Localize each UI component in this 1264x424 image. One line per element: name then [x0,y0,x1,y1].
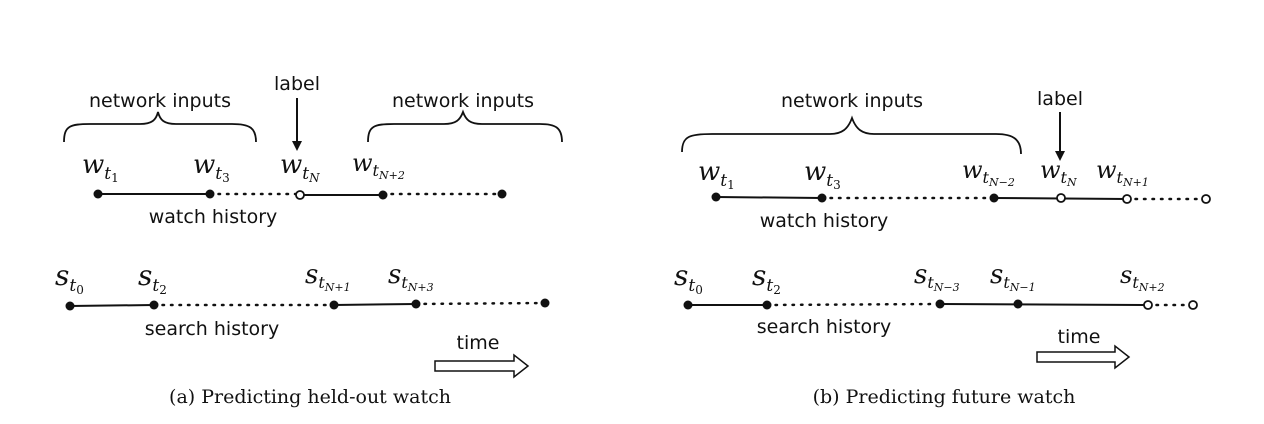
watch-node-2 [205,189,215,199]
caption-b: (b) Predicting future watch [813,386,1076,408]
search-node-end [540,298,550,308]
watch-node-3 [378,190,388,200]
watch-node-1 [711,192,721,202]
search-node-1 [683,300,693,310]
watch-node-label-3: wtN [280,150,320,185]
time-label: time [457,332,500,354]
time-label: time [1058,326,1101,348]
search-segment-solid-1 [69,304,155,307]
watch-node-label-4: wtN [1040,156,1077,189]
watch-node-2 [817,193,827,203]
watch-node-1 [93,189,103,199]
brace-left [63,111,257,143]
search-segment-solid-2 [939,303,1149,306]
search-node-label-1: st0 [674,259,703,297]
brace-right [367,109,563,143]
search-node-1 [65,301,75,311]
caption-a: (a) Predicting held-out watch [169,386,451,408]
watch-node-label [295,190,305,200]
watch-node-label-1: wt1 [82,150,119,185]
search-history-label: search history [757,316,892,338]
search-node-end [1188,300,1198,310]
watch-segment-solid-1 [715,196,823,199]
panel-b: network inputs label wt1 wt3 wtN−2 wtN w… [674,88,1211,408]
search-node-4 [1013,299,1023,309]
panel-a: network inputs network inputs label wt1 … [55,73,563,408]
brace-main [681,115,1022,155]
watch-history-label: watch history [149,206,278,228]
search-segment-dotted-1 [765,302,942,307]
watch-node-label [1056,193,1066,203]
watch-node-end [497,189,507,199]
time-arrow [1036,344,1131,370]
search-node-label-5: stN+2 [1120,261,1165,294]
watch-node-label-1: wt1 [698,157,735,192]
brace-label: network inputs [781,90,923,112]
search-node-2 [762,300,772,310]
search-node-3 [329,300,339,310]
time-arrow [434,353,530,379]
search-segment-solid-2 [333,303,417,306]
label-arrow-text: label [1037,88,1083,110]
watch-node-label-5: wtN+1 [1096,156,1149,189]
watch-node-label-3: wtN−2 [962,156,1015,189]
search-node-label-2: st2 [138,259,167,297]
brace-right-label: network inputs [392,90,534,112]
watch-history-label: watch history [760,210,889,232]
search-node-label-4: stN−1 [990,260,1036,294]
search-node-label-3: stN+1 [305,260,351,294]
label-arrow-text: label [274,73,320,95]
brace-left-label: network inputs [89,90,231,112]
search-node-label-3: stN−3 [914,260,960,294]
watch-node-end [1201,194,1211,204]
search-history-label: search history [145,318,280,340]
search-node-label-1: st0 [55,259,84,297]
watch-node-next [1122,194,1132,204]
watch-node-label-4: wtN+2 [352,149,405,182]
watch-node-label-2: wt3 [193,150,230,185]
search-node-label-4: stN+3 [388,260,434,294]
search-node-2 [149,300,159,310]
search-node-3 [935,299,945,309]
watch-node-label-2: wt3 [804,157,841,192]
search-node-next [1143,300,1153,310]
search-node-label-2: st2 [752,259,781,297]
watch-node-3 [989,193,999,203]
search-segment-dotted-2 [414,301,547,306]
search-node-4 [411,299,421,309]
